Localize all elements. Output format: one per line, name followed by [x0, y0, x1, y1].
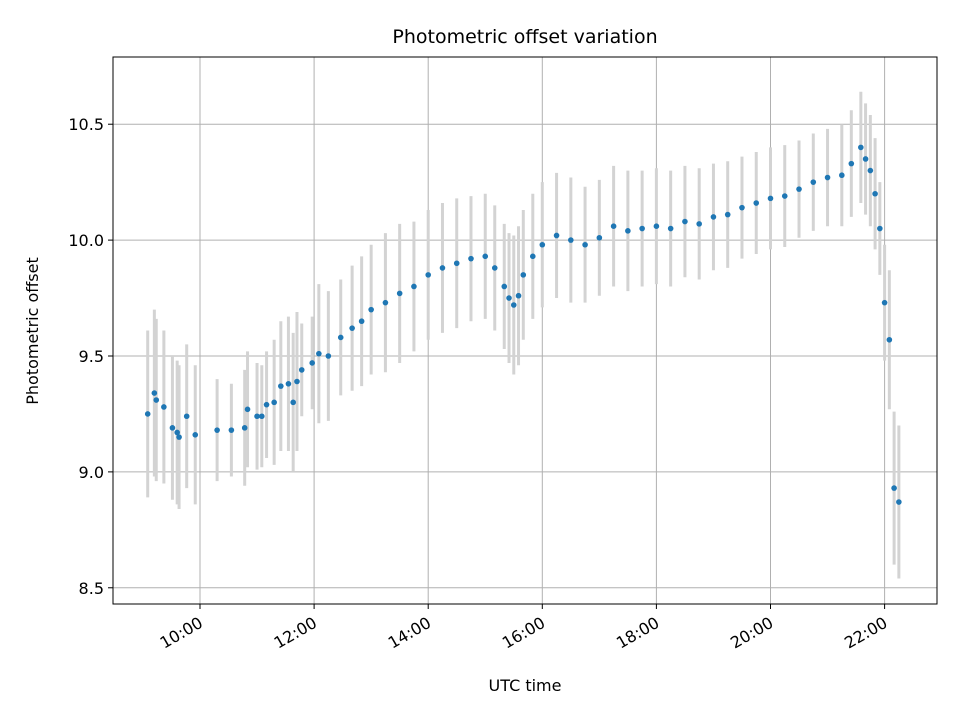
y-axis-label: Photometric offset: [23, 257, 42, 405]
data-point: [839, 172, 845, 179]
data-point: [881, 299, 888, 306]
data-point: [411, 283, 417, 290]
data-point: [309, 360, 315, 366]
data-point: [877, 225, 883, 232]
data-point: [568, 237, 574, 243]
data-point: [468, 255, 474, 262]
data-point: [453, 260, 460, 267]
data-point: [294, 378, 300, 385]
data-point: [582, 241, 588, 248]
data-point: [896, 499, 902, 505]
data-point: [144, 411, 151, 417]
y-axis: 8.5 9.0 9.5 10.0 10.5: [68, 115, 113, 598]
data-point: [596, 234, 603, 241]
data-point: [710, 214, 717, 220]
data-point: [501, 283, 508, 290]
data-point: [425, 272, 432, 278]
data-point: [753, 200, 760, 206]
chart-title: Photometric offset variation: [392, 26, 657, 48]
y-tick-label: 10.5: [68, 115, 104, 134]
data-point: [183, 413, 190, 420]
data-point: [781, 193, 788, 199]
data-point: [667, 225, 674, 232]
data-point: [682, 218, 688, 225]
data-point: [439, 265, 446, 271]
y-tick-label: 9.5: [79, 347, 104, 366]
data-points: [144, 144, 902, 505]
data-point: [529, 253, 536, 260]
data-point: [482, 253, 489, 260]
data-point: [396, 290, 403, 297]
data-point: [862, 156, 869, 162]
data-point: [824, 174, 831, 181]
data-point: [653, 223, 660, 229]
data-point: [259, 413, 265, 420]
data-point: [867, 167, 874, 174]
data-point: [696, 221, 702, 227]
data-point: [176, 434, 182, 440]
y-tick-label: 9.0: [79, 463, 104, 482]
data-point: [298, 367, 305, 373]
data-point: [151, 390, 158, 396]
data-point: [520, 272, 527, 278]
data-point: [358, 318, 365, 325]
data-point: [848, 160, 855, 167]
data-point: [886, 336, 893, 343]
data-point: [872, 190, 878, 197]
data-point: [891, 485, 897, 491]
data-point: [290, 399, 296, 406]
data-point: [739, 204, 745, 211]
data-point: [316, 350, 322, 357]
data-point: [858, 144, 864, 151]
data-point: [228, 427, 235, 433]
x-axis-label: UTC time: [489, 676, 562, 695]
data-point: [510, 302, 517, 308]
data-point: [337, 334, 344, 341]
data-point: [539, 241, 546, 248]
data-point: [254, 413, 260, 420]
data-point: [506, 295, 512, 301]
data-point: [174, 429, 180, 436]
data-point: [349, 325, 355, 331]
data-point: [724, 211, 731, 218]
y-tick-label: 10.0: [68, 231, 104, 250]
data-point: [161, 404, 167, 410]
data-point: [491, 265, 498, 271]
data-point: [515, 292, 522, 299]
data-point: [796, 186, 802, 192]
data-point: [767, 195, 774, 202]
data-point: [263, 401, 270, 408]
data-point: [810, 179, 817, 185]
data-point: [625, 228, 631, 234]
y-tick-label: 8.5: [79, 579, 104, 598]
plot-frame: [112, 56, 938, 605]
data-point: [368, 306, 374, 313]
data-point: [169, 425, 176, 431]
data-point: [285, 381, 292, 387]
data-point: [241, 425, 248, 431]
data-point: [325, 353, 332, 359]
data-point: [639, 225, 645, 232]
data-point: [382, 299, 389, 306]
data-point: [192, 432, 199, 438]
data-point: [553, 232, 560, 239]
data-point: [244, 406, 251, 413]
data-point: [610, 223, 617, 229]
data-point: [153, 397, 160, 403]
data-point: [278, 383, 284, 389]
data-point: [214, 427, 220, 433]
data-point: [271, 399, 277, 406]
